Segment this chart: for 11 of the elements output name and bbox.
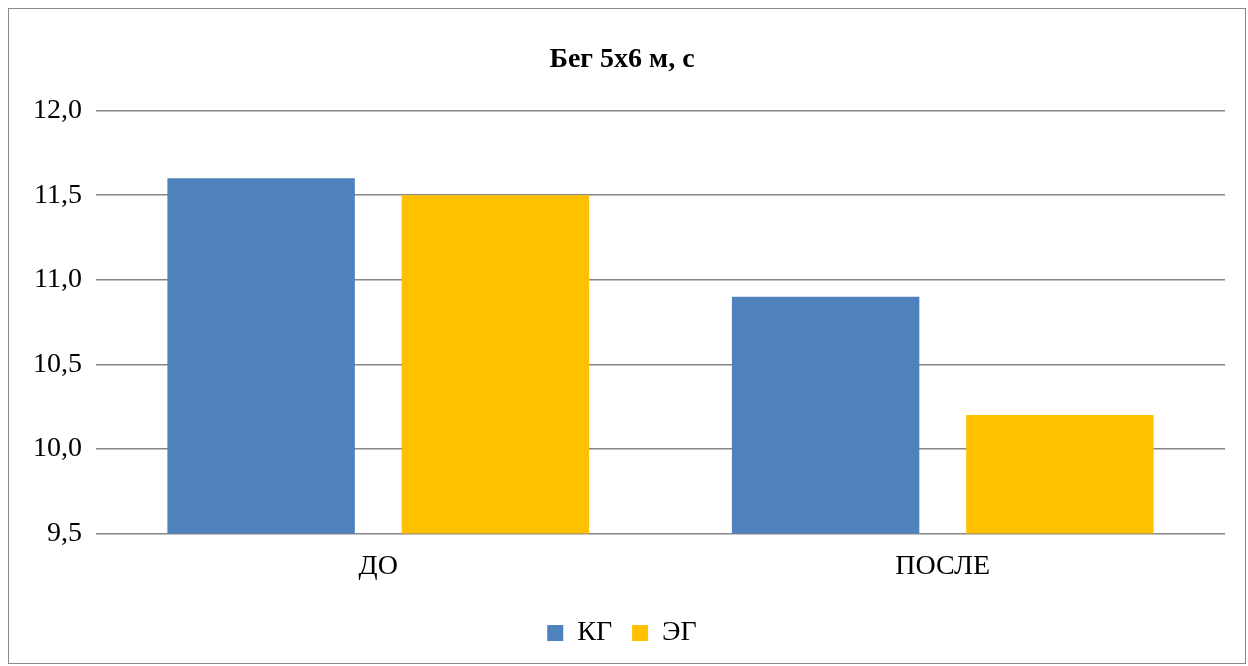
x-tick-label: ПОСЛЕ: [895, 548, 991, 580]
legend-label: ЭГ: [662, 615, 697, 647]
y-tick-label: 9,5: [47, 515, 82, 547]
legend-label: КГ: [577, 615, 613, 647]
x-tick-label: ДО: [358, 548, 398, 580]
y-tick-label: 10,0: [33, 431, 82, 463]
y-tick-label: 10,5: [33, 346, 82, 378]
y-tick-label: 11,5: [34, 177, 82, 209]
chart-title: Бег 5х6 м, с: [549, 42, 695, 74]
y-tick-label: 11,0: [34, 262, 82, 294]
y-tick-label: 12,0: [33, 92, 82, 124]
